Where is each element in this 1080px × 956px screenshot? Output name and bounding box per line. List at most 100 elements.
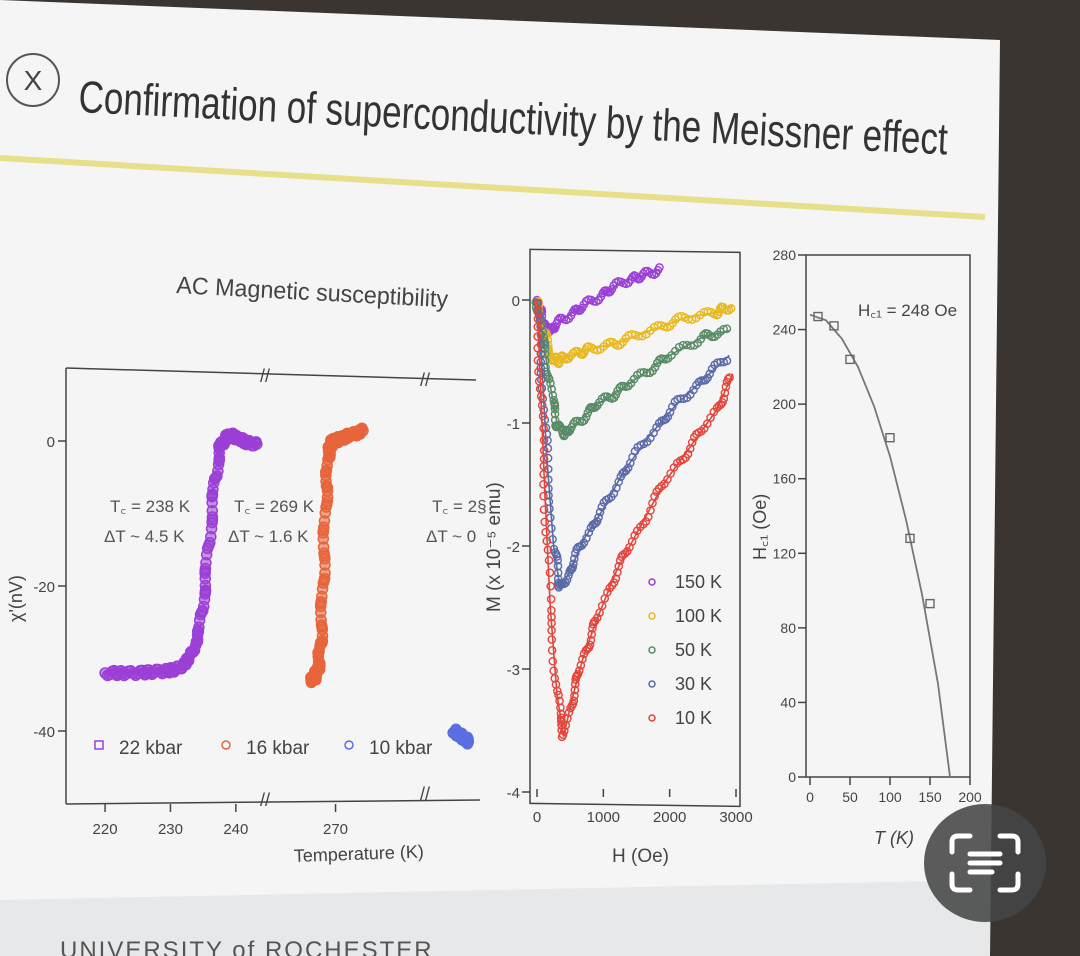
chart2-data-point bbox=[720, 388, 730, 398]
chart1-annotation-tc: T꜀ = 238 K bbox=[110, 497, 191, 516]
chart2-data-point bbox=[545, 568, 555, 577]
chart2-data-point bbox=[540, 517, 550, 527]
chart2-data-point bbox=[624, 381, 633, 391]
chart2-data-point bbox=[600, 392, 609, 401]
scan-text-button[interactable] bbox=[924, 804, 1046, 922]
chart1-annotation-dt: ΔT ~ 4.5 K bbox=[104, 527, 185, 546]
chart2-data-point bbox=[538, 411, 548, 421]
chart1-annotation-tc: T꜀ = 269 K bbox=[234, 497, 315, 516]
chart1-ytick-label: 0 bbox=[47, 434, 55, 451]
chart1-annotation-tc: T꜀ = 2§ bbox=[432, 497, 487, 516]
chart2-data-point bbox=[699, 330, 708, 340]
chart2-ylabel: M (x 10⁻⁵ emu) bbox=[484, 482, 505, 612]
chart2-data-point bbox=[575, 666, 584, 675]
chart2-data-point bbox=[639, 368, 649, 377]
chart2-data-point bbox=[546, 379, 555, 388]
chart2-data-point bbox=[654, 484, 664, 493]
chart1-ytick-label: -20 bbox=[33, 579, 55, 596]
chart3-ytick-label: 160 bbox=[773, 471, 797, 487]
chart2-data-point bbox=[560, 353, 570, 363]
chart1-legend-marker bbox=[221, 740, 231, 750]
chart2-data-point bbox=[579, 538, 589, 548]
chart2-legend-label: 150 K bbox=[675, 572, 722, 592]
chart3-data-point bbox=[885, 433, 895, 443]
chart3-xtick-label: 100 bbox=[878, 789, 902, 805]
title-underline bbox=[0, 155, 986, 220]
chart2-legend-marker bbox=[648, 578, 656, 586]
svg-text://: // bbox=[260, 366, 270, 386]
chart2-data-point bbox=[533, 332, 542, 341]
chart2-data-point bbox=[630, 531, 639, 540]
chart2-data-point bbox=[655, 263, 664, 272]
chart1-annotation-dt: ΔT ~ 1.6 K bbox=[228, 527, 309, 546]
chart2-data-point bbox=[615, 383, 624, 392]
chart2-data-point bbox=[546, 581, 555, 591]
chart2-ytick-label: -2 bbox=[507, 539, 520, 556]
chart1-axis-breaks: // // // // bbox=[260, 366, 430, 810]
chart2-data-point bbox=[547, 635, 557, 644]
chart2-ytick-label: -1 bbox=[507, 416, 520, 433]
chart2-data-point bbox=[536, 375, 546, 384]
chart1-xlabel: Temperature (K) bbox=[293, 841, 424, 866]
chart3-data-point bbox=[905, 533, 915, 544]
chart2-xtick-label: 2000 bbox=[653, 809, 686, 826]
chart2-data-point bbox=[541, 527, 550, 537]
chart2-data-point bbox=[534, 310, 544, 320]
chart2-data-point bbox=[544, 374, 554, 384]
chart2-data-point bbox=[721, 382, 731, 392]
chart1-xtick-label: 240 bbox=[223, 821, 248, 838]
chart1-legend-label: 10 kbar bbox=[369, 738, 433, 759]
chart2-data-point bbox=[594, 513, 603, 522]
chart2-data-point bbox=[683, 449, 693, 459]
chart2-data-point bbox=[534, 367, 543, 377]
chart2-data-point bbox=[592, 517, 602, 526]
chart3-xtick-label: 50 bbox=[842, 789, 858, 805]
chart3-data-point bbox=[845, 354, 855, 365]
chart2-data-point bbox=[613, 568, 622, 577]
chart1-data-point bbox=[357, 424, 369, 437]
chart2-data-point bbox=[718, 398, 727, 407]
chart1-legend-label: 22 kbar bbox=[119, 738, 183, 759]
chart2-data-point bbox=[602, 287, 612, 296]
chart2-data-point bbox=[724, 306, 734, 315]
chart2-xtick-label: 3000 bbox=[719, 809, 752, 826]
chart3-ytick-label: 120 bbox=[773, 545, 797, 561]
chart2-data-point bbox=[667, 402, 677, 412]
chart2-data-point bbox=[542, 536, 552, 546]
chart2-data-point bbox=[539, 424, 548, 433]
chart2-data-point bbox=[533, 322, 543, 332]
chart1-annotation-dt: ΔT ~ 0 bbox=[426, 527, 476, 546]
chart2-data-point bbox=[586, 636, 596, 645]
chart2-data-point bbox=[539, 461, 549, 471]
chart2-data-point bbox=[652, 423, 661, 432]
chart2-data-point bbox=[569, 696, 579, 706]
chart3-frame bbox=[805, 254, 971, 778]
chart2-data-point bbox=[539, 446, 549, 455]
chart2-data-point bbox=[722, 356, 732, 366]
chart2-legend-label: 50 K bbox=[675, 640, 712, 660]
chart2-data-point bbox=[554, 420, 564, 430]
chart2-data-point bbox=[569, 559, 578, 569]
chart1-y-ticks: 0 -20 -40 bbox=[33, 434, 66, 741]
chart3-data-point bbox=[813, 311, 823, 322]
chart2-xtick-label: 0 bbox=[533, 809, 541, 826]
svg-text://: // bbox=[420, 370, 430, 390]
chart3-data-point bbox=[829, 321, 839, 331]
chart2-data-point bbox=[582, 533, 591, 543]
chart2-data-point bbox=[687, 438, 697, 447]
chart2-data-point bbox=[597, 601, 607, 611]
chart2-data-point bbox=[592, 613, 602, 622]
slide-badge: X bbox=[24, 65, 43, 96]
chart2-series bbox=[531, 263, 736, 742]
chart2-data-point bbox=[570, 691, 579, 701]
chart2-data-point bbox=[547, 524, 556, 533]
chart3-points bbox=[813, 311, 935, 609]
chart2-legend-label: 100 K bbox=[675, 606, 722, 626]
chart3-x-ticks: 0 50 100 150 200 bbox=[806, 777, 982, 805]
chart2-data-point bbox=[536, 392, 546, 401]
chart2-legend-marker bbox=[648, 714, 656, 722]
chart2-data-point bbox=[725, 373, 734, 382]
chart2-legend-marker bbox=[648, 612, 656, 620]
chart2-data-point bbox=[614, 477, 623, 487]
chart2-data-point bbox=[611, 574, 621, 583]
